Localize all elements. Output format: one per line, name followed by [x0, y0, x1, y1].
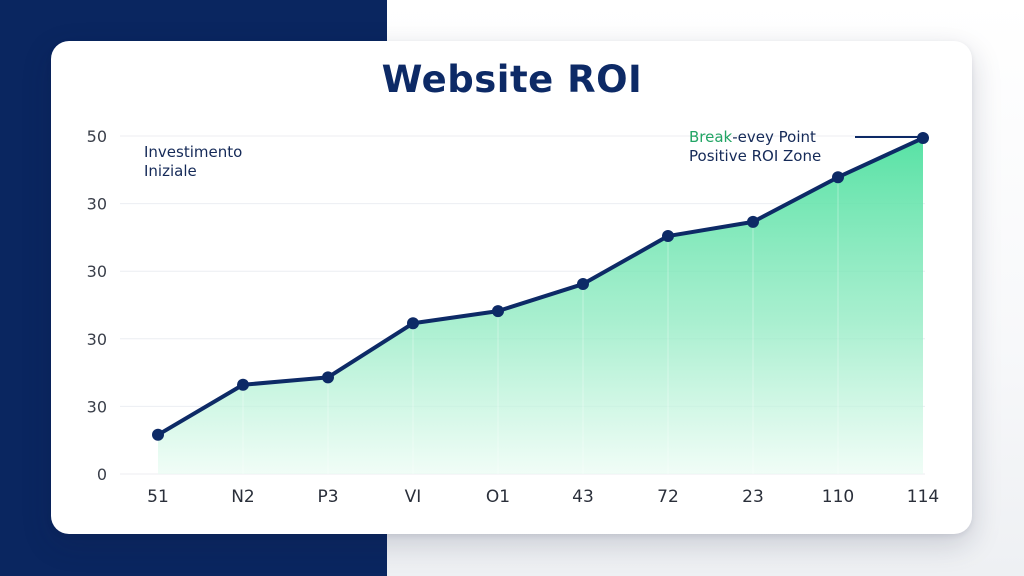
break-even-label: Break-evey Point	[689, 128, 821, 147]
x-tick-label: VI	[405, 487, 422, 507]
data-point	[832, 171, 844, 184]
data-point	[662, 230, 674, 243]
chart-title: Website ROI	[381, 58, 643, 101]
x-tick-label: N2	[231, 487, 255, 507]
x-tick-label: P3	[317, 487, 338, 507]
break-even-annotation: Break-evey Point Positive ROI Zone	[689, 128, 821, 166]
roi-line	[156, 136, 925, 437]
data-point	[237, 378, 249, 391]
x-tick-label: 114	[907, 487, 939, 507]
initial-investment-line2: Iniziale	[144, 162, 197, 180]
x-axis-ticks: 51 N2 P3 VI O1 43 72 23 110 114	[147, 487, 939, 507]
y-tick-label: 30	[87, 330, 107, 349]
data-points	[152, 132, 929, 441]
x-tick-label: 43	[572, 487, 594, 507]
break-even-green-text: Break	[689, 128, 733, 146]
y-axis-ticks: 0 30 30 30 30 50	[87, 127, 107, 484]
y-tick-label: 30	[87, 262, 107, 281]
y-tick-label: 0	[97, 465, 107, 484]
x-tick-label: 110	[822, 487, 854, 507]
positive-roi-zone-label: Positive ROI Zone	[689, 147, 822, 165]
data-point	[747, 215, 759, 228]
roi-area	[158, 138, 923, 474]
y-tick-label: 50	[87, 127, 107, 146]
data-point	[322, 371, 334, 384]
x-tick-label: 23	[742, 487, 764, 507]
data-point	[492, 305, 504, 318]
break-even-rest-text: -evey Point	[732, 128, 816, 146]
data-point	[407, 317, 419, 330]
data-point	[152, 428, 164, 441]
x-tick-label: 72	[657, 487, 679, 507]
initial-investment-annotation: Investimento Iniziale	[144, 143, 242, 181]
x-tick-label: 51	[147, 487, 169, 507]
initial-investment-line1: Investimento	[144, 143, 243, 161]
y-tick-label: 30	[87, 195, 107, 214]
vertical-grid-lines	[242, 183, 839, 474]
y-tick-label: 30	[87, 397, 107, 416]
x-tick-label: O1	[486, 487, 510, 507]
data-point	[577, 278, 589, 291]
data-point	[917, 132, 929, 145]
